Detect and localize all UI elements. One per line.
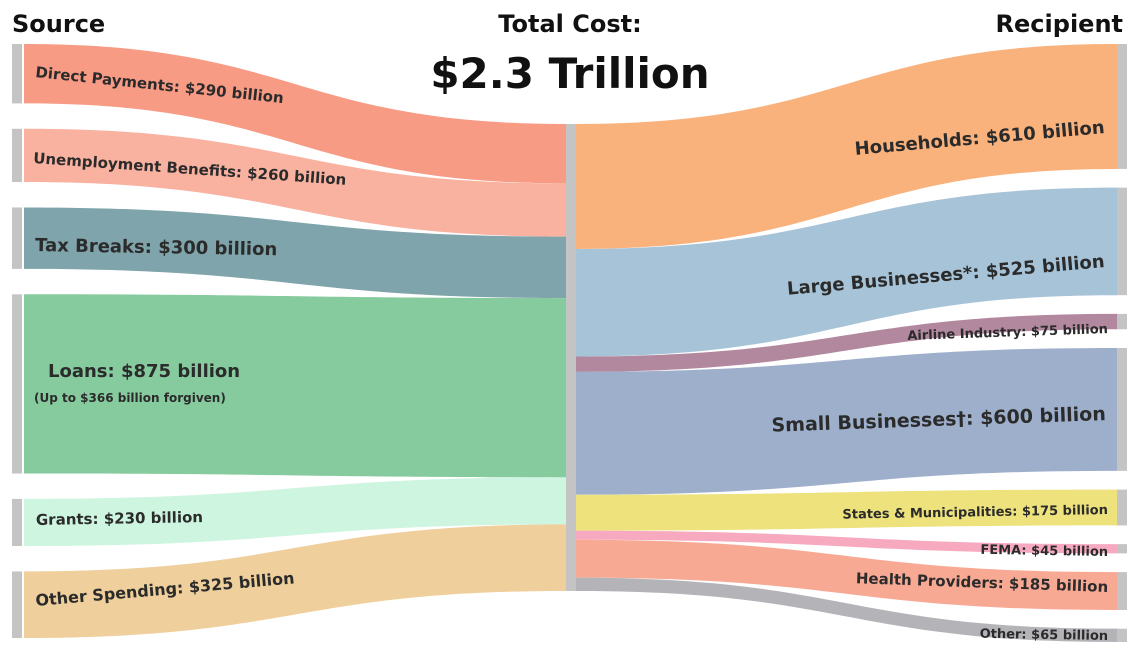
source-bar-grants	[12, 498, 22, 547]
source-bar-other_sp	[12, 571, 22, 638]
recipient-bar-states	[1117, 489, 1127, 526]
total-cost-value: $2.3 Trillion	[430, 49, 709, 98]
source-flows	[24, 44, 566, 638]
recipient-label-fema: FEMA: $45 billion	[980, 543, 1108, 560]
flow-fema	[576, 530, 1117, 554]
source-label-tax: Tax Breaks: $300 billion	[35, 235, 278, 260]
total-column	[566, 124, 576, 591]
recipient-flows	[576, 44, 1117, 642]
recipient-bar-house	[1117, 44, 1127, 169]
recipient-bar-airline	[1117, 313, 1127, 330]
flow-other_r	[576, 577, 1117, 642]
recipient-bar-health	[1117, 572, 1127, 610]
source-bar-unemp	[12, 128, 22, 183]
flow-airline	[576, 313, 1117, 372]
recipient-bar-other_r	[1117, 628, 1127, 642]
flow-grants	[24, 477, 566, 547]
source-header: Source	[12, 10, 105, 38]
source-label-loans: Loans: $875 billion	[48, 361, 240, 382]
source-sublabel-loans: (Up to $366 billion forgiven)	[34, 391, 226, 405]
recipient-label-airline: Airline Industry: $75 billion	[907, 322, 1108, 344]
flow-states	[576, 489, 1117, 531]
source-bar-tax	[12, 207, 22, 269]
flow-direct	[24, 44, 566, 184]
flow-small	[576, 347, 1117, 495]
source-label-grants: Grants: $230 billion	[36, 508, 203, 529]
flow-health	[576, 539, 1117, 610]
source-bar-direct	[12, 44, 22, 104]
flow-house	[576, 44, 1117, 249]
chart-title: Total Cost:	[498, 10, 641, 38]
recipient-label-other_r: Other: $65 billion	[979, 627, 1108, 644]
source-bar-loans	[12, 294, 22, 474]
recipient-bar-small	[1117, 347, 1127, 471]
recipient-label-states: States & Municipalities: $175 billion	[842, 503, 1108, 523]
flow-loans	[24, 294, 566, 478]
recipient-bar-large	[1117, 187, 1127, 296]
flow-other_sp	[24, 524, 566, 638]
recipient-header: Recipient	[996, 10, 1123, 38]
flow-large	[576, 187, 1117, 357]
node-bars	[12, 44, 1127, 642]
flow-tax	[24, 207, 566, 299]
flow-unemp	[24, 128, 566, 237]
recipient-bar-fema	[1117, 544, 1127, 554]
